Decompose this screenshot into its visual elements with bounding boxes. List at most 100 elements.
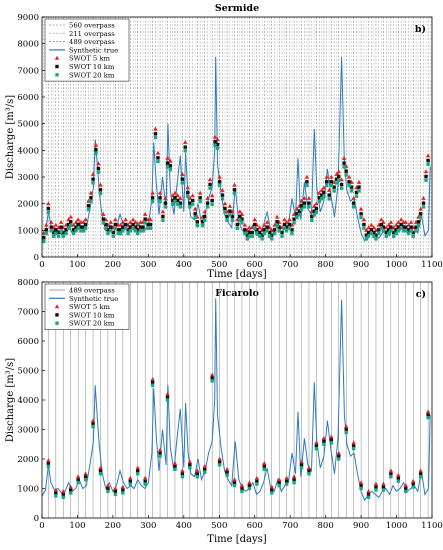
marker-swot-20km xyxy=(392,234,396,238)
marker-swot-20km xyxy=(409,229,413,233)
plot-frame xyxy=(41,16,433,258)
marker-swot-5km xyxy=(113,217,118,222)
marker-swot-10km xyxy=(243,228,247,232)
legend-swatch xyxy=(54,304,60,309)
marker-swot-10km xyxy=(344,169,348,173)
marker-swot-5km xyxy=(276,477,282,482)
marker-swot-10km xyxy=(228,209,232,213)
marker-swot-20km xyxy=(292,221,296,225)
marker-swot-10km xyxy=(339,182,344,187)
marker-swot-10km xyxy=(329,438,334,442)
marker-swot-20km xyxy=(282,226,287,230)
marker-swot-5km xyxy=(128,219,133,224)
marker-swot-5km xyxy=(257,225,262,230)
marker-swot-20km xyxy=(339,186,344,190)
marker-swot-20km xyxy=(113,226,118,230)
marker-swot-5km xyxy=(425,153,431,158)
marker-swot-20km xyxy=(362,226,366,230)
marker-swot-20km xyxy=(59,229,63,233)
marker-swot-20km xyxy=(235,226,240,230)
marker-swot-20km xyxy=(322,442,326,446)
x-axis-label: Time [days] xyxy=(207,269,266,280)
marker-swot-5km xyxy=(242,222,247,227)
marker-swot-20km xyxy=(143,221,147,225)
marker-swot-20km xyxy=(322,194,326,198)
marker-swot-10km xyxy=(325,180,329,184)
marker-swot-5km xyxy=(247,480,252,485)
marker-swot-5km xyxy=(247,225,252,230)
marker-swot-20km xyxy=(232,191,237,196)
marker-swot-10km xyxy=(101,217,106,221)
marker-swot-10km xyxy=(302,201,307,205)
marker-swot-20km xyxy=(374,237,378,241)
marker-swot-5km xyxy=(321,185,327,190)
marker-swot-10km xyxy=(54,491,58,495)
marker-swot-10km xyxy=(351,201,356,205)
marker-swot-5km xyxy=(190,193,195,198)
marker-swot-5km xyxy=(128,475,133,480)
legend-swatch xyxy=(55,321,59,325)
marker-swot-10km xyxy=(366,230,371,235)
marker-swot-10km xyxy=(329,180,334,184)
marker-swot-20km xyxy=(414,229,418,233)
marker-swot-5km xyxy=(157,190,163,195)
marker-swot-20km xyxy=(255,482,259,486)
marker-swot-5km xyxy=(396,472,401,477)
marker-swot-10km xyxy=(342,161,346,165)
marker-swot-10km xyxy=(215,142,220,147)
marker-swot-20km xyxy=(401,229,406,233)
marker-swot-5km xyxy=(361,217,367,222)
marker-swot-10km xyxy=(109,225,113,229)
marker-swot-10km xyxy=(394,228,398,232)
marker-swot-20km xyxy=(337,457,341,461)
legend-swatch xyxy=(55,64,59,69)
marker-swot-10km xyxy=(203,214,207,219)
marker-swot-10km xyxy=(123,222,128,227)
marker-swot-20km xyxy=(230,218,235,222)
marker-swot-20km xyxy=(111,234,115,238)
marker-swot-10km xyxy=(113,222,118,227)
marker-swot-5km xyxy=(68,484,73,489)
marker-swot-5km xyxy=(185,185,190,190)
marker-swot-5km xyxy=(197,190,203,195)
marker-swot-20km xyxy=(123,226,128,230)
marker-swot-20km xyxy=(106,231,110,236)
marker-swot-20km xyxy=(215,146,220,150)
marker-swot-10km xyxy=(173,196,177,200)
marker-swot-10km xyxy=(235,222,240,227)
marker-swot-10km xyxy=(337,454,341,459)
marker-swot-20km xyxy=(357,189,361,193)
legend-box xyxy=(44,283,130,330)
marker-swot-10km xyxy=(76,222,80,227)
marker-swot-10km xyxy=(136,228,140,232)
marker-swot-20km xyxy=(203,470,207,474)
marker-swot-10km xyxy=(56,230,61,235)
marker-swot-10km xyxy=(297,209,302,213)
marker-swot-10km xyxy=(284,225,289,229)
marker-swot-20km xyxy=(128,229,132,233)
marker-swot-5km xyxy=(336,450,341,455)
marker-swot-20km xyxy=(200,223,205,228)
marker-swot-20km xyxy=(305,183,309,188)
y-tick-label: 4000 xyxy=(17,396,39,406)
marker-swot-10km xyxy=(369,228,374,232)
marker-swot-20km xyxy=(418,475,423,479)
x-tick-label: 700 xyxy=(282,521,298,531)
marker-swot-20km xyxy=(141,229,145,233)
marker-swot-10km xyxy=(143,217,147,221)
marker-swot-20km xyxy=(176,202,180,206)
marker-swot-20km xyxy=(320,197,324,201)
marker-swot-20km xyxy=(418,215,423,220)
marker-swot-10km xyxy=(314,444,319,448)
marker-swot-10km xyxy=(287,222,292,227)
marker-swot-5km xyxy=(291,474,297,479)
marker-swot-20km xyxy=(349,189,354,193)
marker-swot-10km xyxy=(409,225,413,229)
marker-swot-10km xyxy=(131,222,135,227)
marker-swot-5km xyxy=(207,177,213,182)
marker-swot-10km xyxy=(384,230,388,235)
marker-swot-5km xyxy=(53,487,59,492)
y-tick-label: 1000 xyxy=(17,226,39,236)
marker-swot-10km xyxy=(401,225,406,229)
